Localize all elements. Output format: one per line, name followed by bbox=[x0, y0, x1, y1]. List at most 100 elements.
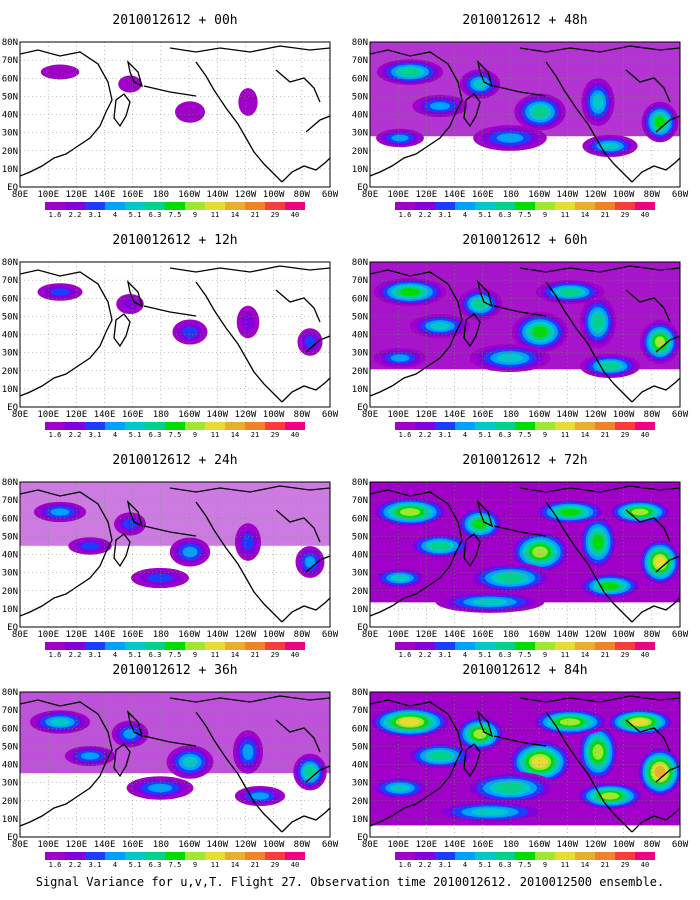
x-tick-label: 80E bbox=[362, 410, 378, 420]
y-tick-label: 30N bbox=[352, 129, 368, 139]
variance-contour bbox=[305, 766, 315, 778]
colorbar-label: 40 bbox=[641, 431, 649, 439]
y-tick-label: 40N bbox=[2, 761, 18, 771]
x-tick-label: 60W bbox=[672, 840, 689, 850]
variance-contour bbox=[118, 75, 142, 93]
colorbar-swatch bbox=[245, 422, 265, 430]
colorbar-swatch bbox=[515, 202, 535, 210]
y-tick-label: 80N bbox=[2, 258, 18, 268]
panel-title: 2010012612 + 24h bbox=[112, 453, 237, 468]
coastline bbox=[476, 500, 494, 528]
map-panel-5: 2010012612 + 48h 80N 70N 60N 50N 40N 30N 20N 10N… bbox=[352, 13, 689, 219]
variance-contour bbox=[430, 542, 450, 550]
x-tick-label: 140W bbox=[556, 840, 578, 850]
colorbar-label: 3.1 bbox=[439, 211, 452, 219]
colorbar-label: 9 bbox=[543, 211, 547, 219]
colorbar-swatch bbox=[205, 852, 225, 860]
y-tick-label: 10N bbox=[2, 165, 18, 175]
colorbar-label: 14 bbox=[231, 431, 239, 439]
colorbar-label: 3.1 bbox=[89, 651, 102, 659]
coastline bbox=[493, 525, 547, 537]
colorbar-label: 11 bbox=[561, 431, 569, 439]
y-tick-label: 80N bbox=[352, 38, 368, 48]
colorbar-label: 9 bbox=[193, 651, 197, 659]
colorbar-swatch bbox=[535, 422, 555, 430]
coastline bbox=[195, 711, 283, 833]
coastline bbox=[169, 45, 330, 53]
y-tick-label: 70N bbox=[352, 56, 368, 66]
colorbar-swatch bbox=[455, 852, 475, 860]
x-tick-label: 100W bbox=[263, 410, 285, 420]
colorbar-label: 9 bbox=[193, 861, 197, 869]
x-tick-label: 100W bbox=[263, 190, 285, 200]
y-tick-label: 50N bbox=[352, 312, 368, 322]
variance-contour bbox=[390, 784, 410, 792]
coastline bbox=[370, 269, 463, 397]
colorbar-swatch bbox=[575, 642, 595, 650]
colorbar-swatch bbox=[185, 852, 205, 860]
panel-title: 2010012612 + 48h bbox=[462, 13, 587, 28]
coastline bbox=[655, 115, 680, 133]
colorbar-label: 7.5 bbox=[169, 211, 182, 219]
colorbar-swatch bbox=[65, 642, 85, 650]
variance-contour bbox=[559, 508, 581, 516]
x-tick-label: 80W bbox=[294, 630, 311, 640]
variance-contour bbox=[50, 718, 70, 726]
colorbar-swatch bbox=[145, 642, 165, 650]
coastline bbox=[625, 69, 671, 103]
colorbar-swatch bbox=[85, 642, 105, 650]
colorbar-label: 6.3 bbox=[149, 211, 162, 219]
y-tick-label: 60N bbox=[352, 74, 368, 84]
colorbar-swatch bbox=[105, 422, 125, 430]
colorbar-swatch bbox=[635, 642, 655, 650]
variance-contour bbox=[182, 756, 198, 768]
colorbar-label: 4 bbox=[113, 861, 117, 869]
x-tick-label: 160E bbox=[122, 410, 144, 420]
colorbar-swatch bbox=[165, 422, 185, 430]
map-frame bbox=[369, 41, 681, 188]
map-panel-8: 2010012612 + 84h 80N 70N 60N 50N 40N 30N 20N 10N… bbox=[352, 663, 689, 869]
colorbar-label: 14 bbox=[581, 211, 589, 219]
coastline bbox=[519, 695, 680, 703]
variance-contour bbox=[654, 765, 666, 779]
x-tick-label: 140W bbox=[556, 410, 578, 420]
variance-contour bbox=[532, 326, 548, 338]
colorbar-swatch bbox=[125, 642, 145, 650]
colorbar-swatch bbox=[265, 422, 285, 430]
x-tick-label: 140W bbox=[206, 840, 228, 850]
colorbar-label: 21 bbox=[601, 431, 609, 439]
colorbar-label: 2.2 bbox=[69, 651, 82, 659]
x-tick-label: 160W bbox=[528, 630, 550, 640]
x-tick-label: 100W bbox=[263, 840, 285, 850]
coastline bbox=[655, 555, 680, 573]
y-tick-label: 50N bbox=[2, 92, 18, 102]
variance-contour bbox=[399, 508, 421, 516]
colorbar-swatch bbox=[225, 202, 245, 210]
variance-contour bbox=[238, 88, 258, 116]
colorbar-label: 5.1 bbox=[479, 431, 492, 439]
coastline bbox=[655, 335, 680, 353]
colorbar: 1.6 2.2 3.1 4 5.1 6.3 7.5 9 11 14 21 29 40 bbox=[45, 422, 305, 439]
colorbar-label: 29 bbox=[621, 211, 629, 219]
coastline bbox=[631, 807, 680, 833]
colorbar-label: 5.1 bbox=[129, 211, 142, 219]
figure-caption: Signal Variance for u,v,T. Flight 27. Ob… bbox=[36, 875, 665, 889]
colorbar-label: 4 bbox=[463, 211, 467, 219]
coastline bbox=[169, 265, 330, 273]
colorbar-label: 2.2 bbox=[419, 431, 432, 439]
map-frame bbox=[369, 481, 681, 628]
variance-contour bbox=[601, 362, 619, 370]
x-tick-label: 100E bbox=[387, 630, 409, 640]
variance-contour bbox=[654, 556, 666, 568]
variance-contour bbox=[304, 556, 316, 568]
y-tick-label: 30N bbox=[2, 349, 18, 359]
colorbar-label: 4 bbox=[463, 431, 467, 439]
colorbar-label: 21 bbox=[601, 861, 609, 869]
x-tick-label: 140E bbox=[444, 190, 466, 200]
colorbar-swatch bbox=[245, 852, 265, 860]
colorbar-label: 1.6 bbox=[49, 211, 62, 219]
colorbar-swatch bbox=[395, 852, 415, 860]
y-tick-label: 20N bbox=[352, 587, 368, 597]
colorbar-label: 9 bbox=[193, 211, 197, 219]
y-tick-label: 60N bbox=[352, 294, 368, 304]
